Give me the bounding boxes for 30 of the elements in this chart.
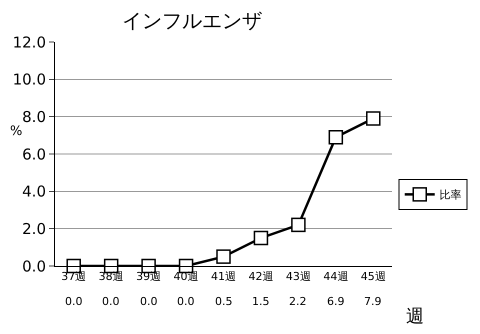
y-axis-title: % (10, 124, 22, 139)
legend-label: 比率 (440, 188, 462, 202)
y-tick-label: 4.0 (22, 182, 46, 201)
y-tick-label: 12.0 (12, 33, 46, 52)
chart-title: インフルエンザ (122, 8, 262, 32)
x-tick-label: 44週 (323, 270, 348, 284)
data-label: 0.0 (65, 295, 82, 308)
data-label: 7.9 (364, 295, 382, 308)
point (216, 249, 231, 264)
point (366, 111, 381, 126)
data-label: 2.2 (289, 295, 306, 308)
x-tick-label: 43週 (286, 270, 311, 284)
data-label: 0.0 (102, 295, 120, 308)
data-label: 0.5 (215, 295, 232, 308)
x-axis-title: 週 (406, 306, 424, 327)
y-tick-label: 8.0 (22, 108, 46, 126)
data-label: 0.0 (177, 295, 194, 308)
data-label: 0.0 (140, 295, 158, 308)
point (328, 130, 344, 144)
y-tick-label: 6.0 (22, 145, 46, 164)
point (254, 230, 268, 246)
y-tick-label: 0.0 (22, 257, 46, 276)
x-tick-label: 42週 (248, 270, 274, 284)
y-tick-label: 2.0 (22, 220, 46, 238)
data-label: 6.9 (327, 295, 344, 308)
y-tick-label: 10.0 (12, 70, 46, 89)
data-label: 1.5 (252, 295, 270, 308)
x-tick-label: 45週 (360, 270, 386, 284)
x-tick-label: 41週 (211, 270, 236, 284)
point (291, 218, 306, 232)
